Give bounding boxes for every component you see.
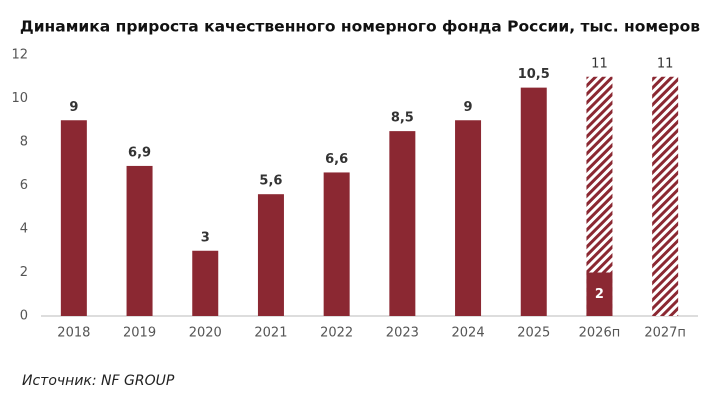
bar	[652, 76, 679, 316]
value-label: 11	[591, 56, 608, 71]
bar	[520, 87, 547, 316]
value-label: 8,5	[391, 111, 414, 126]
value-label: 9	[464, 100, 473, 115]
bar	[323, 172, 350, 316]
bar	[257, 194, 284, 316]
y-tick-label: 0	[20, 309, 28, 324]
bar	[455, 120, 482, 316]
bar	[389, 131, 416, 316]
bar	[192, 250, 219, 316]
x-tick-label: 2024	[452, 326, 485, 341]
x-tick-label: 2027п	[644, 326, 686, 341]
x-tick-label: 2022	[320, 326, 353, 341]
value-label: 2	[595, 287, 604, 302]
y-tick-label: 4	[20, 222, 28, 237]
source-note: Источник: NF GROUP	[22, 373, 175, 389]
x-tick-label: 2021	[254, 326, 287, 341]
x-tick-label: 2026п	[579, 326, 621, 341]
value-label: 6,6	[325, 152, 348, 167]
bar	[586, 272, 613, 316]
x-tick-label: 2020	[189, 326, 222, 341]
x-tick-label: 2023	[386, 326, 419, 341]
value-label: 6,9	[128, 145, 151, 160]
chart-title: Динамика прироста качественного номерног…	[20, 18, 700, 36]
y-tick-label: 12	[11, 48, 28, 63]
value-label: 11	[657, 56, 674, 71]
value-label: 10,5	[518, 67, 550, 82]
y-tick-label: 10	[11, 91, 28, 106]
y-tick-label: 8	[20, 135, 28, 150]
value-label: 9	[69, 100, 78, 115]
x-tick-label: 2019	[123, 326, 156, 341]
x-tick-label: 2018	[57, 326, 90, 341]
y-tick-label: 2	[20, 265, 28, 280]
bar	[60, 120, 87, 316]
bar	[126, 165, 153, 316]
value-label: 3	[201, 230, 210, 245]
y-tick-label: 6	[20, 178, 28, 193]
x-tick-label: 2025	[517, 326, 550, 341]
value-label: 5,6	[259, 174, 282, 189]
